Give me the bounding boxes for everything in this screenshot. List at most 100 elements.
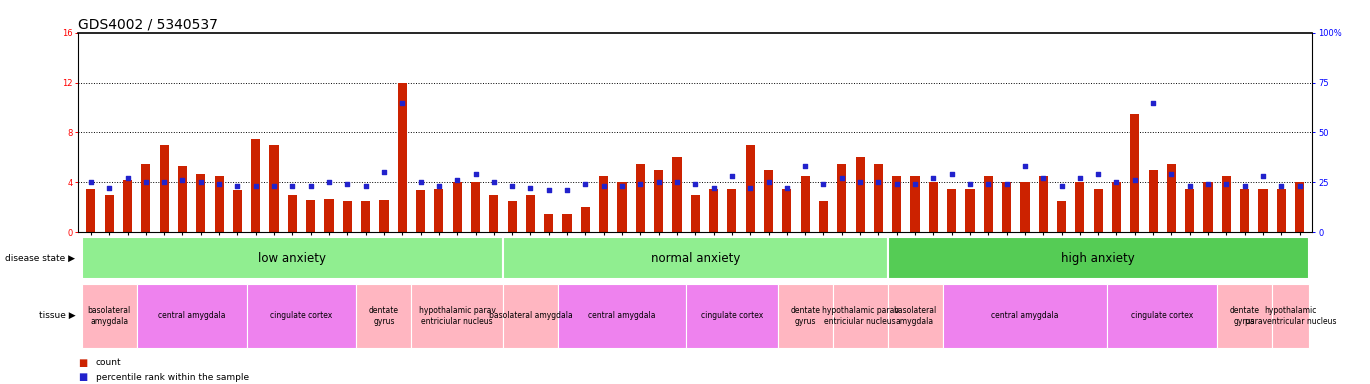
Point [721, 173, 743, 179]
Point [795, 163, 817, 169]
Bar [833, 283, 888, 348]
Point [318, 179, 340, 185]
Bar [1217, 283, 1273, 348]
Bar [1075, 182, 1085, 232]
Bar [489, 195, 499, 232]
Bar [653, 170, 663, 232]
Text: cingulate cortex: cingulate cortex [1132, 311, 1193, 320]
Point [703, 185, 725, 192]
Point [1143, 99, 1164, 106]
Point [740, 185, 762, 192]
Point [904, 181, 926, 187]
Point [959, 181, 981, 187]
Point [593, 183, 615, 189]
Bar [362, 201, 370, 232]
Text: count: count [96, 358, 122, 367]
Point [758, 179, 780, 185]
Bar [837, 164, 847, 232]
Bar [306, 200, 315, 232]
Point [190, 179, 212, 185]
Bar [911, 176, 919, 232]
Point [79, 179, 101, 185]
Bar [690, 195, 700, 232]
Bar [544, 214, 553, 232]
Point [373, 169, 395, 175]
Bar [196, 174, 206, 232]
Text: central amygdala: central amygdala [588, 311, 656, 320]
Bar [416, 190, 425, 232]
Bar [1001, 182, 1011, 232]
Text: dentate
gyrus: dentate gyrus [790, 306, 821, 326]
Point [1252, 173, 1274, 179]
Point [775, 185, 797, 192]
Bar [1093, 189, 1103, 232]
Point [245, 183, 267, 189]
Bar [397, 83, 407, 232]
Point [574, 181, 596, 187]
Point [263, 183, 285, 189]
Point [410, 179, 432, 185]
Point [116, 175, 138, 182]
Text: hypothalamic
paraventricular nucleus: hypothalamic paraventricular nucleus [1245, 306, 1336, 326]
Bar [356, 283, 411, 348]
Bar [745, 145, 755, 232]
Bar [1112, 182, 1121, 232]
Point [830, 175, 852, 182]
Point [153, 179, 175, 185]
Bar [558, 283, 686, 348]
Text: hypothalamic parav
entriciular nucleus: hypothalamic parav entriciular nucleus [419, 306, 496, 326]
Bar [503, 283, 558, 348]
Point [1051, 183, 1073, 189]
Point [1014, 163, 1036, 169]
Bar [141, 164, 151, 232]
Bar [411, 283, 503, 348]
Bar [1203, 182, 1212, 232]
Text: hypothalamic parav
entriciular nucleus: hypothalamic parav entriciular nucleus [822, 306, 899, 326]
Bar [947, 189, 956, 232]
Bar [507, 201, 516, 232]
Bar [888, 237, 1308, 280]
Point [867, 179, 889, 185]
Text: GDS4002 / 5340537: GDS4002 / 5340537 [78, 18, 218, 31]
Bar [1240, 189, 1249, 232]
Point [355, 183, 377, 189]
Point [629, 181, 651, 187]
Bar [618, 182, 626, 232]
Bar [778, 283, 833, 348]
Bar [929, 182, 938, 232]
Point [134, 179, 156, 185]
Bar [1167, 164, 1175, 232]
Point [556, 187, 578, 194]
Bar [1222, 176, 1232, 232]
Point [922, 175, 944, 182]
Point [482, 179, 504, 185]
Bar [1021, 182, 1029, 232]
Bar [764, 170, 773, 232]
Bar [1295, 182, 1304, 232]
Bar [819, 201, 827, 232]
Bar [800, 176, 810, 232]
Bar [137, 283, 247, 348]
Text: basolateral amygdala: basolateral amygdala [489, 311, 573, 320]
Bar [1107, 283, 1217, 348]
Point [648, 179, 670, 185]
Text: normal anxiety: normal anxiety [651, 252, 740, 265]
Bar [581, 207, 590, 232]
Bar [1058, 201, 1066, 232]
Point [300, 183, 322, 189]
Text: percentile rank within the sample: percentile rank within the sample [96, 372, 249, 382]
Text: basolateral
amygdala: basolateral amygdala [893, 306, 937, 326]
Point [1106, 179, 1128, 185]
Point [1197, 181, 1219, 187]
Bar [1185, 189, 1195, 232]
Point [941, 171, 963, 177]
Bar [1130, 114, 1140, 232]
Bar [379, 200, 389, 232]
Bar [966, 189, 974, 232]
Text: basolateral
amygdala: basolateral amygdala [88, 306, 132, 326]
Bar [342, 201, 352, 232]
Bar [943, 283, 1107, 348]
Point [685, 181, 707, 187]
Point [1032, 175, 1054, 182]
Point [392, 99, 414, 106]
